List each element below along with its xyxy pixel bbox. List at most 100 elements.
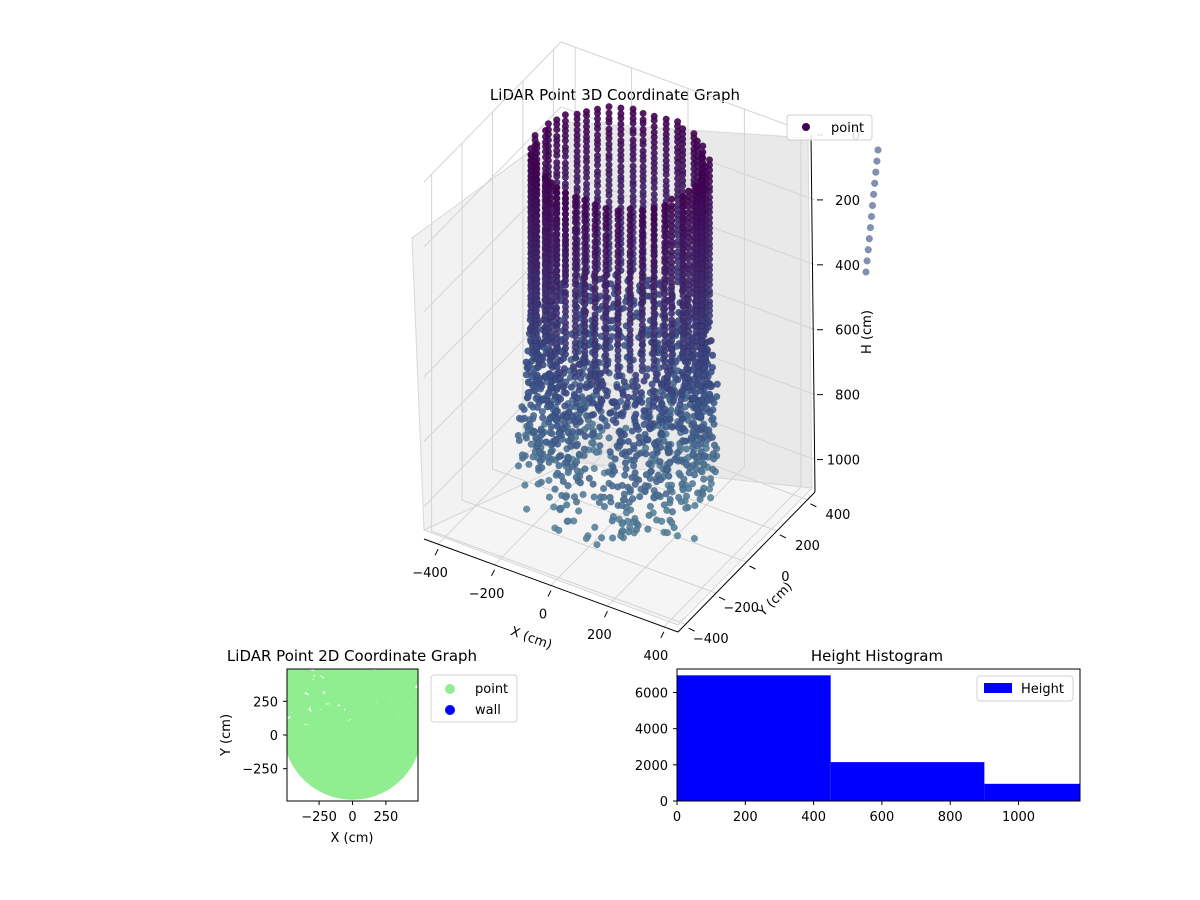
plot3d-point (533, 403, 542, 411)
plot3d-point (695, 381, 703, 389)
plot3d-point (629, 155, 637, 163)
plot3d-point (661, 258, 669, 266)
plot3d-z-tick-label: 1000 (827, 454, 860, 469)
plot3d-point (602, 272, 610, 280)
plot3d-point (638, 367, 646, 375)
plot3d-point (576, 382, 584, 390)
plot3d-point (561, 173, 570, 181)
plot3d-y-tick-label: −400 (693, 632, 729, 647)
plot2d-point (336, 714, 343, 721)
plot3d-point (614, 241, 622, 250)
plot2d-point (320, 702, 327, 710)
plot3d-point (614, 320, 622, 328)
plot3d-point (679, 302, 687, 310)
plot3d-point (667, 309, 676, 318)
plot3d-point (618, 520, 626, 528)
plot3d-point (645, 511, 653, 520)
plot3d-point (581, 359, 589, 367)
plot3d-point (621, 471, 629, 479)
plot3d-point (689, 419, 698, 427)
plot3d-point (684, 306, 693, 314)
plot3d-point (674, 376, 682, 384)
plot3d-point (638, 356, 646, 364)
plot3d-point (571, 332, 580, 340)
plot3d-point (871, 179, 879, 187)
plot3d-point (661, 268, 669, 276)
plot3d-point (663, 372, 672, 380)
plot3d-point (544, 391, 552, 399)
plot3d-point (635, 476, 643, 484)
plot3d-point (567, 403, 575, 411)
plot3d-point (533, 371, 541, 379)
plot3d-point (561, 459, 569, 467)
plot3d-point (693, 489, 702, 497)
plot3d-point (561, 111, 570, 119)
plot3d-point (560, 382, 568, 390)
plot3d-point (639, 119, 647, 127)
plot3d-point (617, 197, 625, 205)
plot3d-point (650, 487, 658, 495)
plot3d-point (614, 288, 622, 296)
plot3d-point (665, 447, 673, 455)
plot3d-point (564, 482, 572, 490)
plot3d-point (567, 383, 575, 391)
plot3d-point (567, 442, 575, 451)
plot3d-point (668, 387, 676, 395)
plot3d-point (561, 402, 569, 410)
plot3d-point (626, 205, 634, 213)
plot3d-point (617, 130, 625, 138)
plot3d-point (626, 252, 634, 260)
plot3d-point (541, 260, 549, 268)
plot3d-point (552, 344, 561, 352)
plot3d-point (626, 366, 634, 374)
plot3d-point (582, 173, 591, 182)
plot2d-point (328, 713, 336, 720)
plot3d-point (589, 480, 597, 488)
plot3d-point (650, 323, 658, 331)
plot2d-point (315, 696, 322, 703)
plot2d-point (301, 701, 308, 709)
plot2d-point (318, 669, 326, 676)
plot3d-x-tick-label: 400 (643, 649, 668, 664)
plot3d-point (526, 421, 534, 429)
plot3d-point (610, 398, 618, 406)
plot2d-title: LiDAR Point 2D Coordinate Graph (227, 647, 477, 665)
plot3d-point (868, 201, 877, 210)
plot3d-point (582, 534, 591, 543)
plot3d-y-tick-label: 200 (795, 539, 820, 554)
plot3d-point (541, 218, 549, 226)
plot3d-point (626, 319, 634, 328)
plot3d-point (620, 378, 628, 386)
plot2d-point (398, 672, 406, 680)
plot3d-point (577, 406, 585, 414)
plot3d-point (569, 412, 577, 420)
plot3d-point (665, 472, 673, 480)
plot3d-point (538, 382, 546, 390)
plot3d-point (517, 415, 526, 423)
plot3d-z-tick-label: 800 (835, 389, 860, 404)
plot3d-point (571, 218, 580, 226)
plot3d-point (678, 480, 686, 488)
plot3d-point (663, 529, 671, 537)
plot3d-point (694, 369, 702, 377)
plot3d-point (532, 171, 540, 179)
plot2d-point (330, 676, 337, 684)
plot3d-point (581, 274, 589, 282)
plot3d-point (608, 517, 616, 525)
plot3d-point (605, 155, 613, 163)
plot2d-point (293, 669, 300, 676)
plot3d-legend-marker (802, 123, 810, 131)
plot3d-point (633, 422, 641, 431)
plot3d-point (666, 495, 674, 504)
plot3d-point (552, 416, 560, 424)
plot3d-point (532, 181, 540, 189)
plot3d-point (658, 431, 666, 439)
plot3d-point (708, 363, 717, 372)
plot3d-points (514, 103, 882, 549)
plot3d-point (548, 430, 556, 438)
plot3d-point (579, 490, 587, 499)
plot3d-point (527, 401, 535, 409)
plot3d-point (639, 156, 647, 164)
plot3d-point (575, 450, 583, 458)
lidar-3d-plot: LiDAR Point 3D Coordinate Graph −400−200… (411, 41, 882, 664)
